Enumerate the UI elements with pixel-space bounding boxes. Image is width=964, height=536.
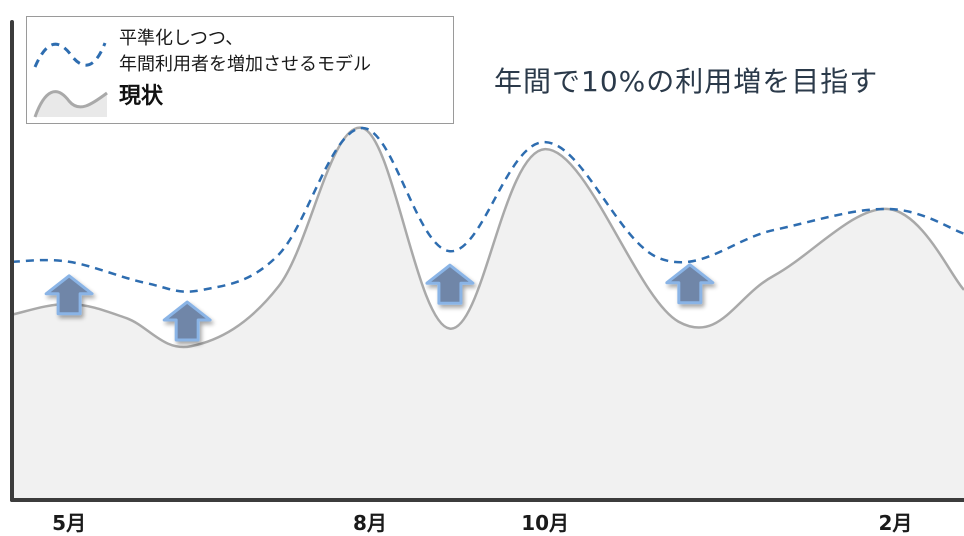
up-arrow-2 — [162, 300, 212, 342]
current-line — [11, 126, 964, 349]
up-arrow-1 — [44, 274, 94, 316]
up-arrow-3 — [425, 263, 475, 305]
legend-dashed-sample — [33, 42, 107, 68]
legend-area-sample — [33, 90, 108, 118]
target-dashed-line — [11, 126, 964, 293]
legend-target-label-2: 年間利用者を増加させるモデル — [119, 54, 371, 75]
x-tick-label: 10月 — [521, 511, 569, 535]
legend-target-label-1: 平準化しつつ、 — [119, 28, 244, 49]
headline: 年間で10%の利用増を目指す — [494, 65, 879, 98]
arrows — [44, 263, 715, 342]
current-area — [12, 127, 964, 500]
x-tick-label: 2月 — [878, 511, 912, 535]
legend-item-target: 平準化しつつ、 年間利用者を増加させるモデル — [27, 23, 453, 75]
x-tick-label: 8月 — [353, 511, 387, 535]
legend-current-label: 現状 — [119, 84, 164, 109]
up-arrow-4 — [665, 263, 715, 305]
x-tick-label: 5月 — [52, 511, 86, 535]
legend-item-current: 現状 — [27, 77, 453, 121]
legend: 平準化しつつ、 年間利用者を増加させるモデル 現状 — [26, 16, 454, 124]
x-tick-labels: 5月 8月 10月 2月 — [52, 511, 912, 535]
